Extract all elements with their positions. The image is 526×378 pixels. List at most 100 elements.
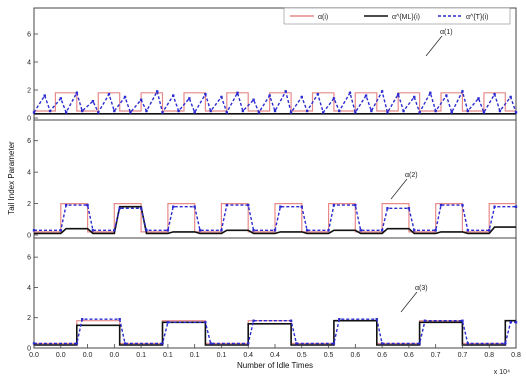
t-series-marker — [354, 203, 357, 207]
t-series-marker — [91, 100, 95, 103]
panel-annotation: α(1) — [440, 29, 453, 36]
t-series-marker — [514, 205, 518, 208]
t-series-marker — [97, 111, 100, 114]
x-tick-label: 0.6 — [350, 352, 360, 359]
annotation-arrow — [400, 291, 418, 313]
t-series-marker — [48, 109, 52, 113]
y-axis-label: Tail Index Parameter — [7, 141, 16, 215]
t-series-marker — [172, 94, 175, 97]
t-series-marker — [509, 95, 512, 99]
t-series-marker — [161, 111, 164, 114]
t-series-marker — [75, 342, 79, 345]
t-series-marker — [305, 109, 309, 113]
x-tick-label: 0.4 — [243, 352, 253, 359]
t-series-marker — [145, 109, 148, 113]
t-series-marker — [332, 342, 336, 345]
t-series-marker — [220, 95, 223, 99]
t-series-marker — [268, 94, 271, 97]
x-tick-label: 0.5 — [297, 352, 307, 359]
annotation-arrow — [390, 178, 408, 200]
t-series-marker — [332, 203, 336, 207]
t-series-marker — [461, 90, 464, 93]
t-series-marker — [64, 111, 68, 114]
t-series-line — [33, 89, 517, 115]
x-tick-label: 0.1 — [217, 352, 227, 359]
t-series-marker — [418, 111, 421, 114]
t-series-marker — [322, 111, 325, 114]
t-series-marker — [396, 93, 400, 96]
x-axis: 0.0 0.0 0.0 0.0 0.1 0.1 0.1 0.1 0.4 0.4 0.5 0.5 0.6 0… — [29, 344, 521, 359]
t-series-marker — [252, 98, 255, 101]
legend: α(i) α^{ML}(i) α^{T}(i) — [283, 7, 511, 25]
panel-3: 0 2 4 6 α(3) — [27, 255, 518, 353]
t-series-marker — [118, 318, 121, 321]
t-series-marker — [402, 109, 405, 113]
t-series-marker — [273, 229, 277, 232]
t-series-marker — [91, 229, 95, 232]
true-series-line — [34, 92, 516, 112]
annotation-arrow — [425, 35, 443, 57]
x-exponent-label: x 10⁴ — [494, 369, 510, 376]
legend-label: α(i) — [318, 14, 328, 21]
x-tick-label: 0.0 — [29, 352, 39, 359]
t-series-marker — [498, 109, 502, 113]
t-series-marker — [338, 318, 341, 321]
t-series-marker — [461, 319, 464, 322]
t-series-marker — [209, 342, 212, 345]
panel-1: 0 2 4 6 α(1) — [27, 29, 518, 123]
x-tick-label: 0.7 — [458, 352, 468, 359]
t-series-marker — [198, 229, 202, 232]
t-series-marker — [305, 229, 309, 232]
t-series-marker — [59, 97, 62, 100]
x-tick-label: 0.5 — [324, 352, 334, 359]
t-series-marker — [241, 109, 245, 113]
t-series-marker — [375, 318, 378, 321]
x-tick-label: 0.6 — [377, 352, 387, 359]
t-series-marker — [493, 93, 496, 96]
t-series-marker — [413, 95, 416, 99]
legend-box — [283, 7, 511, 25]
t-series-marker — [284, 90, 287, 93]
t-series-line — [34, 204, 516, 231]
t-series-marker — [247, 203, 250, 207]
t-series-marker — [429, 91, 432, 94]
x-tick-label: 0.4 — [270, 352, 280, 359]
t-series-marker — [225, 111, 228, 114]
t-series-marker — [225, 203, 228, 207]
t-series-marker — [236, 91, 239, 94]
t-series-marker — [348, 91, 352, 94]
t-series-marker — [300, 205, 303, 208]
x-tick-label: 0.8 — [511, 352, 521, 359]
x-tick-label: 0.1 — [190, 352, 200, 359]
t-series-marker — [166, 229, 170, 232]
t-series-marker — [32, 342, 36, 345]
t-series-marker — [509, 321, 512, 324]
t-series-marker — [380, 342, 384, 345]
t-series-marker — [86, 203, 89, 207]
t-series-marker — [252, 229, 255, 232]
x-axis-label: Number of Idle Times — [237, 361, 313, 370]
t-series-marker — [177, 109, 180, 113]
t-series-marker — [43, 94, 46, 97]
t-series-marker — [380, 90, 384, 93]
t-series-marker — [172, 205, 175, 208]
panel-2: 0 2 4 6 α(2) — [27, 138, 518, 240]
t-series-marker — [466, 229, 469, 232]
t-series-marker — [418, 342, 421, 345]
t-series-marker — [316, 93, 320, 96]
t-series-marker — [123, 95, 127, 99]
t-series-marker — [386, 111, 389, 114]
t-series-marker — [386, 207, 389, 210]
x-tick-label: 0.6 — [404, 352, 414, 359]
x-tick-label: 0.0 — [109, 352, 119, 359]
t-series-marker — [279, 205, 282, 208]
t-series-marker — [370, 109, 373, 113]
y-tick-label: 4 — [27, 60, 31, 67]
t-series-marker — [450, 111, 453, 114]
x-tick-label: 0.0 — [83, 352, 93, 359]
y-tick-label: 6 — [27, 32, 31, 39]
t-series-marker — [413, 229, 416, 232]
t-series-marker — [247, 342, 250, 345]
t-series-marker — [289, 319, 293, 322]
t-series-marker — [493, 205, 496, 208]
